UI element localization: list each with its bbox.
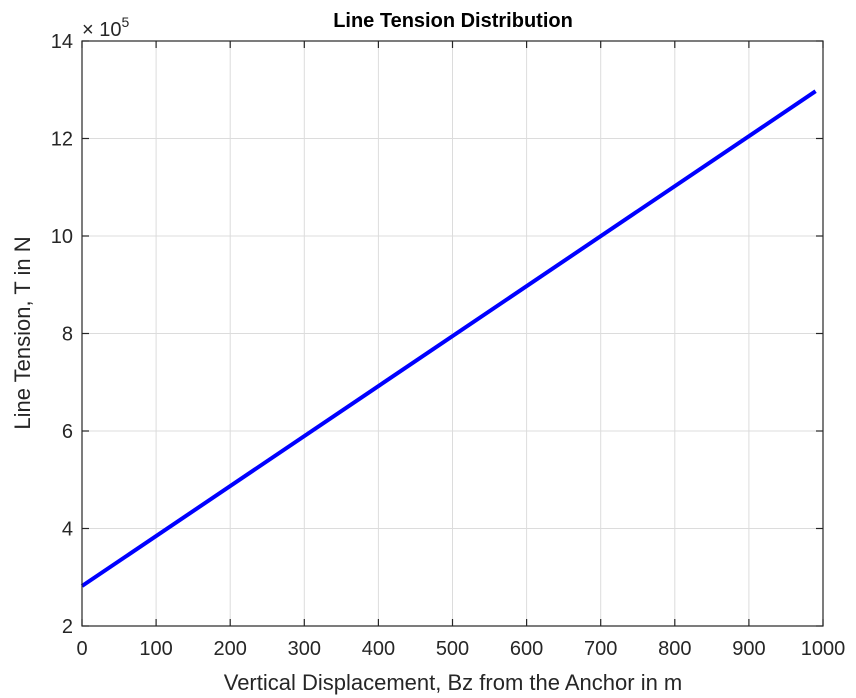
y-tick-label: 8 [62,324,73,346]
x-tick-label: 900 [732,638,765,660]
y-tick-labels: 2 4 6 8 10 12 14 [51,31,73,638]
y-tick-label: 6 [62,421,73,443]
x-tick-labels: 0 100 200 300 400 500 600 700 800 900 1000 [76,638,845,660]
ticks [81,40,824,627]
x-tick-label: 200 [214,638,247,660]
y-tick-label: 2 [62,616,73,638]
y-axis-multiplier-exponent: 5 [121,14,129,30]
x-tick-label: 100 [139,638,172,660]
x-tick-label: 800 [658,638,691,660]
x-tick-label: 600 [510,638,543,660]
chart-title: Line Tension Distribution [333,10,573,32]
x-tick-label: 300 [288,638,321,660]
y-tick-label: 4 [62,519,73,541]
x-axis-label: Vertical Displacement, Bz from the Ancho… [224,670,683,695]
x-tick-label: 500 [436,638,469,660]
grid [81,40,824,627]
y-tick-label: 10 [51,226,73,248]
series-layer [80,89,817,588]
y-tick-label: 14 [51,31,73,53]
x-tick-label: 0 [76,638,87,660]
y-axis-multiplier: × 105 [82,14,129,41]
y-tick-label: 12 [51,129,73,151]
x-tick-label: 400 [362,638,395,660]
x-tick-label: 700 [584,638,617,660]
y-axis-label: Line Tension, T in N [10,236,35,429]
series-line [80,89,817,588]
x-tick-label: 1000 [801,638,846,660]
y-axis-multiplier-base: × 10 [82,19,121,41]
